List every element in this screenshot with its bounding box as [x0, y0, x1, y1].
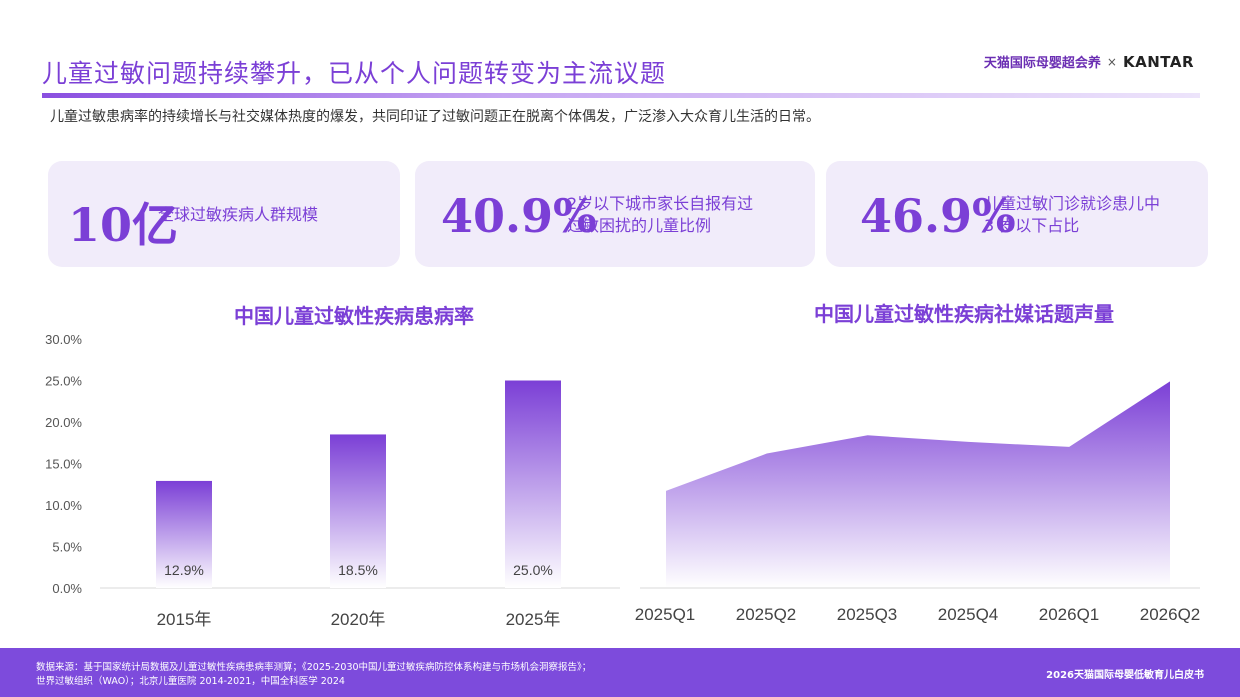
source-line-1: 数据来源：基于国家统计局数据及儿童过敏性疾病患病率测算；《2025-2030中国…	[36, 662, 592, 673]
kantar-logo: KANTAR	[1122, 52, 1194, 71]
x-tick-label: 2020年	[331, 610, 386, 629]
area-x-tick-label: 2026Q2	[1140, 605, 1201, 624]
stat-value: 46.9%	[860, 189, 1016, 243]
brand-separator: ×	[1106, 54, 1117, 69]
stat-value: 40.9%	[441, 189, 597, 243]
stat-desc-line2: 3 岁以下占比	[984, 216, 1080, 235]
area-chart-title: 中国儿童过敏性疾病社媒话题声量	[814, 302, 1114, 326]
stat-desc: 全球过敏疾病人群规模	[158, 205, 319, 224]
y-tick-label: 20.0%	[45, 415, 82, 430]
brand-logos: 天猫国际母婴超会养 × KANTAR	[983, 52, 1194, 72]
stat-value: 10亿	[68, 198, 179, 252]
tmall-logo: 天猫国际母婴超会养	[983, 56, 1101, 71]
bar	[156, 480, 212, 588]
stat-card-global: 10亿 全球过敏疾病人群规模	[48, 161, 400, 267]
bar	[330, 434, 386, 588]
y-tick-label: 15.0%	[45, 457, 82, 472]
y-tick-label: 30.0%	[45, 332, 82, 347]
bar-value-label: 25.0%	[513, 562, 553, 578]
x-tick-label: 2015年	[157, 610, 212, 629]
y-tick-label: 0.0%	[52, 581, 82, 596]
area-x-tick-label: 2025Q3	[837, 605, 898, 624]
y-tick-label: 10.0%	[45, 498, 82, 513]
y-tick-label: 25.0%	[45, 374, 82, 389]
area-x-tick-label: 2025Q4	[938, 605, 999, 624]
bar	[505, 380, 561, 588]
stat-desc-line1: 儿童过敏门诊就诊患儿中	[984, 194, 1161, 213]
bar-value-label: 12.9%	[164, 562, 204, 578]
area-x-tick-label: 2025Q1	[635, 605, 696, 624]
footer-source: 数据来源：基于国家统计局数据及儿童过敏性疾病患病率测算；《2025-2030中国…	[36, 661, 591, 689]
bar-value-label: 18.5%	[338, 562, 378, 578]
area-x-tick-label: 2025Q2	[736, 605, 797, 624]
area-series	[666, 381, 1170, 588]
stat-card-parents: 40.9% 2岁以下城市家长自报有过 过敏困扰的儿童比例	[415, 161, 815, 267]
area-x-tick-label: 2026Q1	[1039, 605, 1100, 624]
stat-card-clinic: 46.9% 儿童过敏门诊就诊患儿中 3 岁以下占比	[826, 161, 1208, 267]
stat-desc-line2: 过敏困扰的儿童比例	[567, 216, 712, 235]
x-tick-label: 2025年	[506, 610, 561, 629]
source-line-2: 世界过敏组织（WAO）；北京儿童医院 2014-2021，中国全科医学 2024	[36, 676, 345, 687]
footer-brand: 2026天猫国际母婴低敏育儿白皮书	[1046, 670, 1204, 681]
title-underline	[42, 93, 1200, 98]
bar-chart-title: 中国儿童过敏性疾病患病率	[234, 304, 474, 328]
page-title: 儿童过敏问题持续攀升，已从个人问题转变为主流议题	[42, 59, 667, 88]
footer: 数据来源：基于国家统计局数据及儿童过敏性疾病患病率测算；《2025-2030中国…	[0, 648, 1240, 697]
stat-desc-line1: 2岁以下城市家长自报有过	[567, 194, 754, 213]
page-subtitle: 儿童过敏患病率的持续增长与社交媒体热度的爆发，共同印证了过敏问题正在脱离个体偶发…	[50, 109, 820, 125]
y-tick-label: 5.0%	[52, 540, 82, 555]
